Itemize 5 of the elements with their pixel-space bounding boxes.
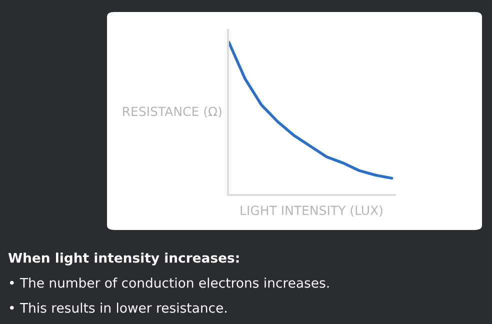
y-axis-title: RESISTANCE (Ω) [123,106,222,118]
text: When light intensity increases: [8,252,239,266]
text: • This results in lower resistance. [10,302,226,313]
text: • The number of conduction electrons increases. [10,278,329,288]
x-axis-title: LIGHT INTENSITY (LUX) [240,205,382,217]
